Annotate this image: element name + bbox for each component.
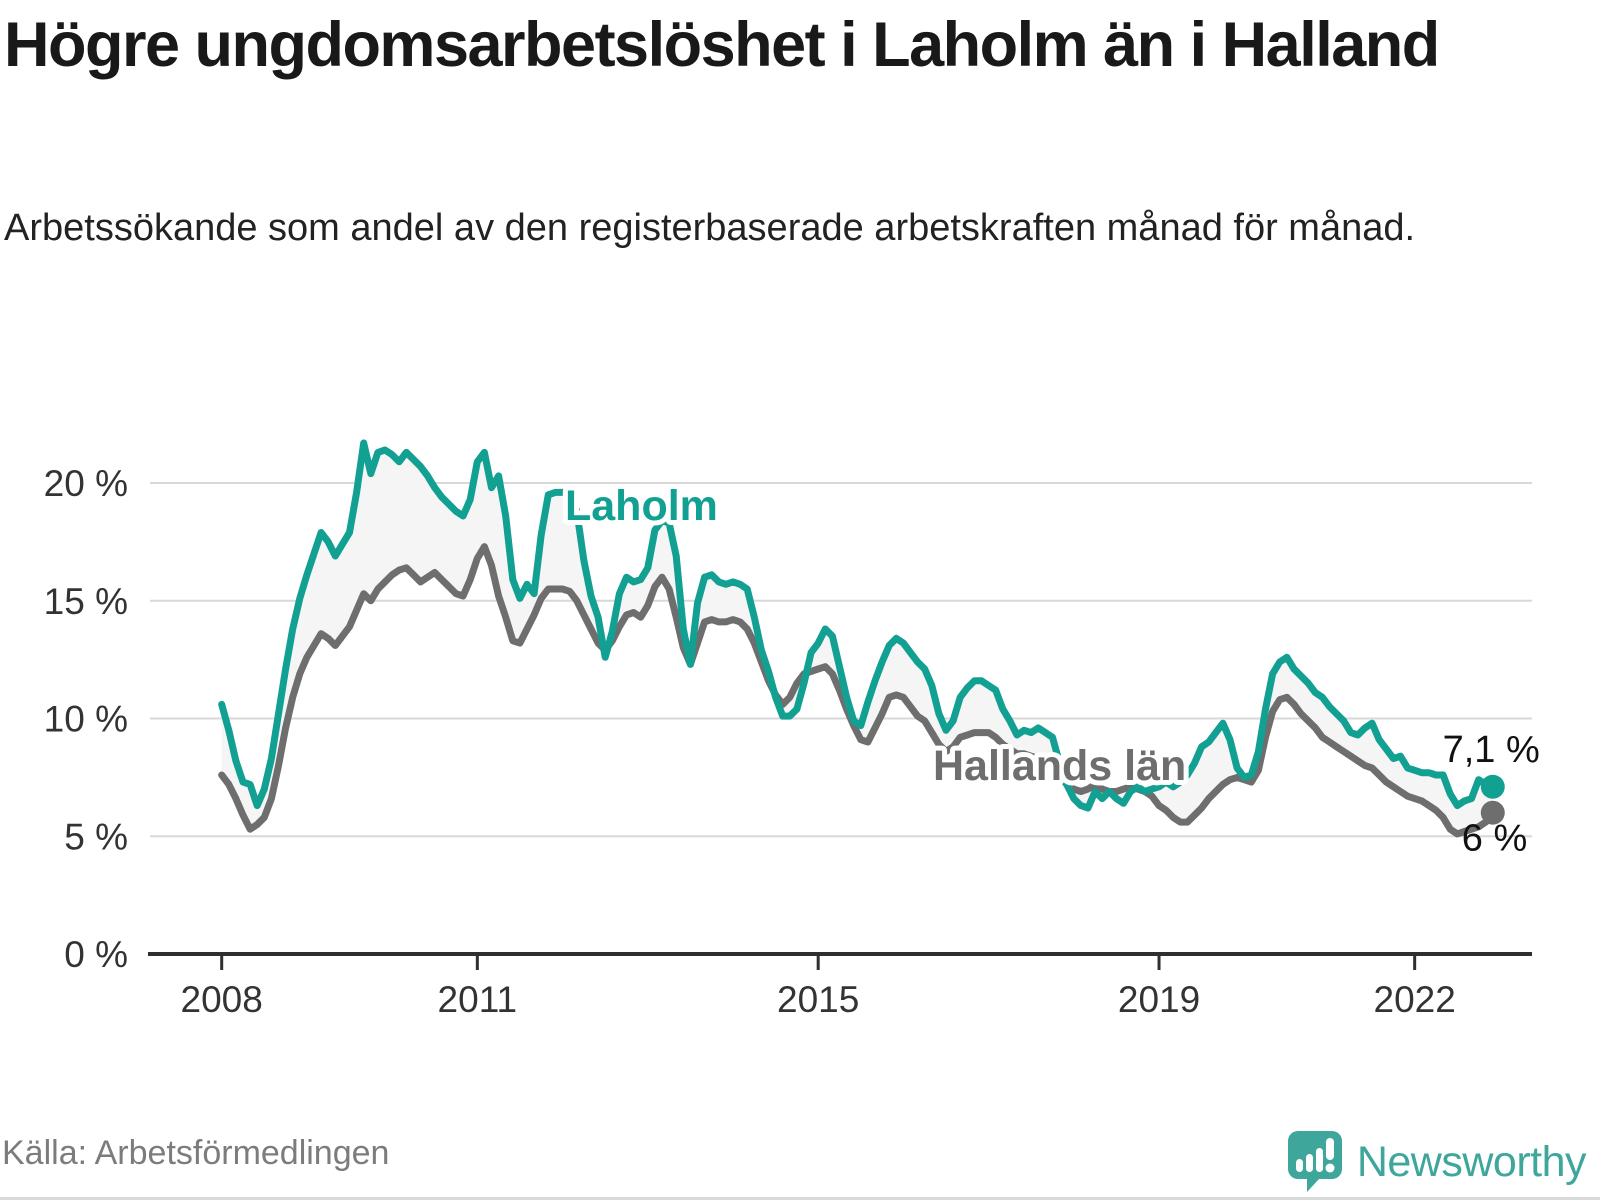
newsworthy-logo-icon: [1287, 1131, 1342, 1192]
y-tick-label: 15 %: [44, 581, 128, 622]
line-chart: 0 %5 %10 %15 %20 % 2008 2011 2015 2019 2022 …: [44, 439, 1540, 1020]
chart-subtitle: Arbetssökande som andel av den registerb…: [4, 207, 1416, 249]
series-band-fill: [221, 443, 1493, 834]
x-tick-label: 2019: [1118, 979, 1200, 1020]
x-axis-ticks: 2008 2011 2015 2019 2022: [181, 954, 1456, 1020]
y-tick-label: 20 %: [44, 463, 128, 504]
end-dot-laholm: [1480, 774, 1505, 799]
series-label-laholm: Laholm: [565, 482, 718, 530]
y-tick-label: 0 %: [64, 934, 128, 975]
series-line-halland: [218, 543, 1497, 838]
source-text: Källa: Arbetsförmedlingen: [2, 1134, 390, 1172]
newsworthy-logo-text: Newsworthy: [1356, 1137, 1587, 1186]
x-tick-label: 2015: [777, 979, 859, 1020]
end-value-halland: 6 %: [1462, 818, 1527, 860]
y-axis-labels: 0 % 5 % 10 % 15 % 20 %: [44, 463, 128, 975]
end-value-laholm: 7,1 %: [1443, 729, 1540, 771]
end-dot-halland: [1480, 800, 1505, 825]
y-tick-label: 10 %: [44, 699, 128, 740]
bottom-divider: [0, 1197, 1600, 1200]
x-tick-label: 2022: [1374, 979, 1456, 1020]
series-label-halland: Hallands län: [933, 742, 1186, 790]
newsworthy-brand: Newsworthy: [1287, 1130, 1587, 1194]
y-tick-label: 5 %: [64, 816, 128, 857]
page-title: Högre ungdomsarbetslöshet i Laholm än i …: [4, 10, 1440, 80]
x-tick-label: 2011: [438, 979, 518, 1020]
series-line-laholm: [218, 439, 1497, 812]
x-tick-label: 2008: [181, 979, 263, 1020]
